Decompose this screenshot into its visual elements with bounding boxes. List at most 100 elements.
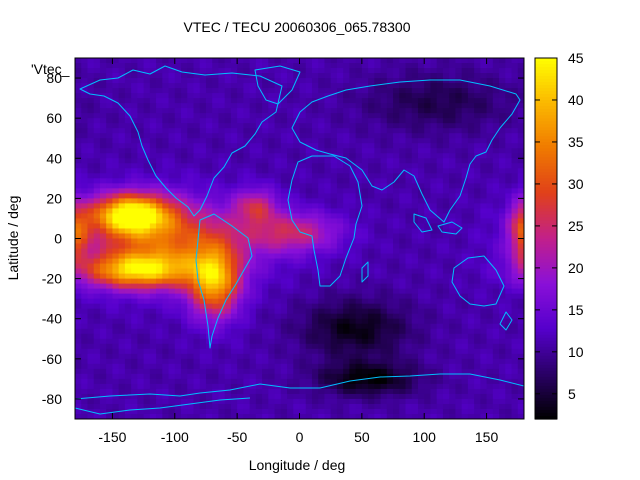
- heatmap-cell: [262, 243, 269, 250]
- heatmap-cell: [480, 328, 488, 335]
- heatmap-cell: [274, 168, 282, 174]
- heatmap-cell: [237, 203, 244, 210]
- heatmap-cell: [361, 388, 369, 395]
- heatmap-cell: [193, 363, 201, 370]
- heatmap-cell: [374, 388, 382, 395]
- heatmap-cell: [480, 343, 488, 350]
- heatmap-cell: [436, 303, 444, 310]
- heatmap-cell: [75, 293, 82, 300]
- heatmap-cell: [349, 88, 357, 94]
- heatmap-cell: [511, 273, 519, 280]
- heatmap-cell: [112, 188, 120, 194]
- heatmap-cell: [336, 253, 344, 260]
- heatmap-cell: [349, 288, 357, 295]
- heatmap-cell: [405, 208, 413, 215]
- heatmap-cell: [243, 218, 251, 225]
- heatmap-cell: [280, 153, 288, 159]
- heatmap-cell: [411, 313, 419, 320]
- heatmap-cell: [255, 393, 263, 400]
- heatmap-cell: [168, 388, 176, 395]
- heatmap-cell: [168, 288, 176, 295]
- heatmap-cell: [156, 278, 163, 285]
- heatmap-cell: [280, 148, 288, 154]
- heatmap-cell: [499, 318, 506, 325]
- heatmap-cell: [268, 333, 276, 340]
- heatmap-cell: [81, 138, 89, 144]
- heatmap-cell: [355, 63, 363, 69]
- heatmap-cell: [511, 228, 519, 235]
- vtec-heatmap: [75, 58, 524, 419]
- heatmap-cell: [349, 303, 357, 310]
- heatmap-cell: [455, 88, 463, 94]
- heatmap-cell: [361, 138, 369, 144]
- heatmap-cell: [205, 103, 213, 109]
- heatmap-cell: [274, 73, 282, 79]
- heatmap-cell: [424, 183, 432, 189]
- heatmap-cell: [349, 378, 357, 385]
- heatmap-cell: [156, 63, 163, 69]
- heatmap-cell: [386, 173, 394, 179]
- heatmap-cell: [380, 278, 388, 285]
- heatmap-cell: [474, 133, 481, 139]
- heatmap-cell: [311, 288, 319, 295]
- heatmap-cell: [287, 318, 294, 325]
- heatmap-cell: [455, 63, 463, 69]
- heatmap-cell: [124, 323, 132, 330]
- heatmap-cell: [112, 333, 120, 340]
- heatmap-cell: [330, 243, 338, 250]
- heatmap-cell: [361, 208, 369, 215]
- heatmap-cell: [118, 143, 126, 149]
- heatmap-cell: [492, 178, 500, 184]
- heatmap-cell: [262, 158, 269, 164]
- heatmap-cell: [218, 383, 226, 390]
- heatmap-cell: [417, 158, 425, 164]
- heatmap-cell: [118, 388, 126, 395]
- heatmap-cell: [81, 103, 89, 109]
- heatmap-cell: [343, 118, 350, 124]
- heatmap-cell: [486, 78, 494, 84]
- heatmap-cell: [318, 113, 326, 119]
- heatmap-cell: [486, 248, 494, 255]
- heatmap-cell: [131, 263, 138, 270]
- heatmap-cell: [112, 248, 120, 255]
- heatmap-cell: [492, 128, 500, 134]
- heatmap-cell: [118, 188, 126, 194]
- heatmap-cell: [187, 158, 195, 164]
- heatmap-cell: [480, 113, 488, 119]
- heatmap-cell: [255, 248, 263, 255]
- heatmap-cell: [193, 108, 201, 114]
- heatmap-cell: [181, 253, 188, 260]
- heatmap-cell: [343, 83, 350, 89]
- heatmap-cell: [149, 233, 157, 240]
- heatmap-cell: [436, 353, 444, 360]
- heatmap-cell: [287, 383, 294, 390]
- heatmap-cell: [230, 363, 238, 370]
- heatmap-cell: [274, 128, 282, 134]
- heatmap-cell: [324, 193, 332, 199]
- heatmap-cell: [311, 298, 319, 305]
- heatmap-cell: [112, 373, 120, 380]
- heatmap-cell: [293, 338, 301, 345]
- heatmap-cell: [149, 163, 157, 169]
- heatmap-cell: [405, 343, 413, 350]
- heatmap-cell: [199, 273, 207, 280]
- heatmap-cell: [436, 203, 444, 210]
- heatmap-cell: [293, 378, 301, 385]
- heatmap-cell: [287, 73, 294, 79]
- heatmap-cell: [336, 83, 344, 89]
- heatmap-cell: [162, 338, 170, 345]
- heatmap-cell: [467, 73, 475, 79]
- heatmap-cell: [461, 148, 469, 154]
- heatmap-cell: [224, 68, 232, 74]
- heatmap-cell: [361, 68, 369, 74]
- heatmap-cell: [343, 148, 350, 154]
- heatmap-cell: [442, 133, 450, 139]
- heatmap-cell: [143, 153, 151, 159]
- heatmap-cell: [237, 208, 244, 215]
- heatmap-cell: [93, 108, 101, 114]
- heatmap-cell: [511, 188, 519, 194]
- heatmap-cell: [106, 133, 114, 139]
- heatmap-cell: [149, 68, 157, 74]
- heatmap-cell: [143, 118, 151, 124]
- heatmap-cell: [230, 238, 238, 245]
